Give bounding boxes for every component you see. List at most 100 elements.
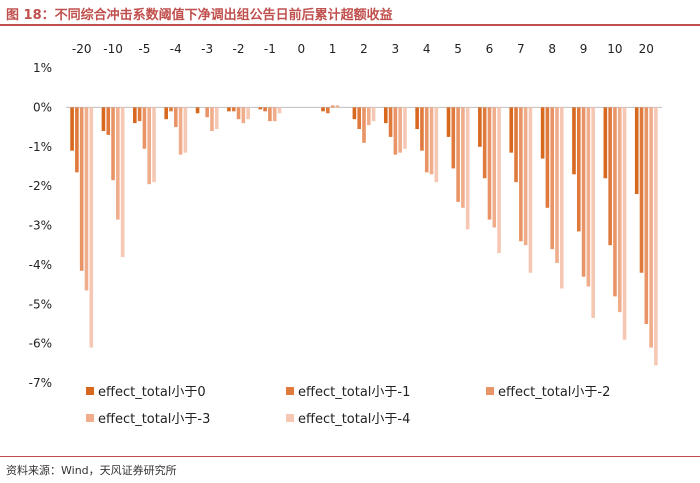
x-tick-label: -10 [103,42,123,56]
bar--20-series-1 [70,107,74,151]
legend-label: effect_total小于-4 [298,412,410,427]
bar-3-series-3 [393,107,398,155]
bar-4-series-5 [434,107,439,183]
bar-4-series-3 [424,107,429,173]
legend-swatch [86,387,94,395]
legend-label: effect_total小于-1 [298,385,410,400]
y-tick-label: 0% [33,100,52,114]
bar-8-series-3 [550,107,555,250]
bar--10-series-5 [120,107,125,258]
bar-1-series-3 [330,105,335,108]
y-tick-label: -7% [29,376,52,390]
bar-5-series-3 [456,107,460,202]
bar-1-series-1 [321,107,325,112]
x-tick-label: 4 [423,42,431,56]
bar-9-series-4 [586,107,591,287]
bar-7-series-2 [514,107,518,183]
x-tick-label: 6 [486,42,494,56]
bar--3-series-3 [205,107,209,118]
x-tick-label: 9 [580,42,588,56]
bar-4-series-4 [429,107,434,175]
bar-2-series-1 [352,107,357,120]
x-tick-label: -2 [233,42,245,56]
legend-swatch [486,387,494,395]
bar--2-series-2 [231,107,236,112]
y-tick-label: -5% [29,297,52,311]
bar-6-series-5 [497,107,501,254]
y-tick-label: 1% [33,61,52,75]
bar-9-series-5 [591,107,595,319]
bar-4-series-1 [415,107,419,130]
y-tick-label: -3% [29,219,52,233]
legend-label: effect_total小于-3 [98,412,210,427]
bar--4-series-5 [183,107,188,153]
bar--1-series-4 [272,107,277,122]
bar-4-series-2 [420,107,424,151]
chart-title: 图 18：不同综合冲击系数阈值下净调出组公告日前后累计超额收益 [6,8,393,23]
bar-20-series-2 [639,107,644,273]
bar-9-series-3 [581,107,586,277]
bar-1-series-4 [335,105,340,108]
bar--10-series-4 [116,107,120,220]
bar--3-series-1 [195,107,200,114]
legend-label: effect_total小于-2 [498,385,610,400]
bar-1-series-2 [326,107,330,114]
x-tick-label: -1 [264,42,276,56]
x-tick-label: 0 [297,42,305,56]
bar-2-series-3 [362,107,366,143]
bar--10-series-2 [106,107,111,135]
bar--4-series-3 [173,107,178,128]
legend-swatch [86,414,94,422]
x-tick-label: 3 [392,42,400,56]
x-tick-label: 7 [517,42,525,56]
bar-7-series-3 [519,107,523,242]
bar-5-series-1 [446,107,451,137]
bar-7-series-5 [528,107,533,273]
legend-swatch [286,414,294,422]
bar-20-series-3 [644,107,649,324]
bar-20-series-4 [649,107,653,348]
bar-5-series-4 [461,107,465,208]
x-tick-label: -5 [138,42,150,56]
title-divider [0,24,700,26]
x-tick-label: 10 [607,42,622,56]
bar-8-series-2 [545,107,550,208]
bar--1-series-2 [263,107,267,112]
y-tick-label: -6% [29,337,52,351]
bar-2-series-5 [371,107,376,122]
x-tick-label: -4 [170,42,182,56]
legend-swatch [286,387,294,395]
bar-7-series-4 [523,107,528,246]
bar-5-series-2 [451,107,456,169]
bar--3-series-5 [214,107,219,130]
bar--5-series-4 [147,107,152,185]
bar--2-series-5 [246,107,250,120]
bar--20-series-5 [89,107,94,348]
bar--4-series-4 [178,107,183,155]
bar-3-series-2 [388,107,393,137]
y-tick-label: -4% [29,258,52,272]
bar-2-series-2 [357,107,361,130]
bar-10-series-3 [613,107,617,297]
x-tick-label: 2 [360,42,368,56]
bar-3-series-4 [398,107,402,153]
bar-9-series-2 [576,107,581,232]
legend-label: effect_total小于0 [98,385,206,400]
bar-6-series-4 [492,107,497,228]
bar-7-series-1 [509,107,514,153]
bar--4-series-2 [169,107,173,112]
bar--5-series-1 [133,107,137,124]
bar--1-series-1 [258,107,263,110]
bar-10-series-4 [617,107,622,313]
bar-8-series-5 [560,107,564,289]
bar--4-series-1 [164,107,168,120]
bar--20-series-4 [84,107,89,291]
bar-3-series-5 [403,107,407,149]
bar-chart: 1%0%-1%-2%-3%-4%-5%-6%-7%-20 -10 -5 -4 -3 -2-… [29,42,662,427]
x-tick-label: 8 [548,42,556,56]
bar-20-series-1 [634,107,639,195]
x-tick-label: 5 [454,42,462,56]
bar-6-series-1 [478,107,482,147]
bar-3-series-1 [383,107,388,124]
bar-8-series-1 [540,107,545,159]
